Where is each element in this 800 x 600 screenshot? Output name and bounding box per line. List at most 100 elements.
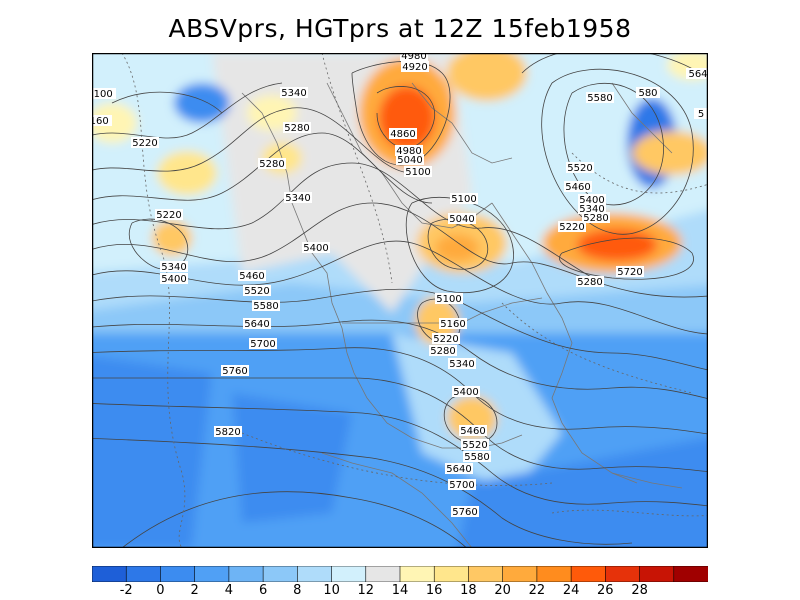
svg-text:5760: 5760 [452,507,477,518]
contour-label: 5 [694,108,708,120]
contour-label: 5460 [564,181,592,193]
colorbar-swatch [399,566,436,582]
svg-text:5220: 5220 [132,138,157,149]
colorbar-swatch [194,566,230,582]
contour-label: 4860 [389,128,417,140]
svg-text:5280: 5280 [583,213,608,224]
contour-label: 5820 [214,426,242,438]
colorbar-tick-label: 24 [562,583,580,598]
contour-label: 4980 [400,53,428,62]
contour-label: 5700 [448,479,476,491]
svg-text:5220: 5220 [433,334,458,345]
svg-text:5340: 5340 [449,359,474,370]
svg-text:5760: 5760 [222,366,247,377]
colorbar-tick-label: 14 [391,583,409,598]
colorbar-swatch [92,566,128,582]
svg-text:5100: 5100 [92,89,113,100]
svg-text:5460: 5460 [460,426,485,437]
contour-label: 5340 [280,87,308,99]
colorbar-tick-label: 28 [631,583,648,598]
contour-label: 5100 [404,166,432,178]
contour-label: 5280 [576,276,604,288]
contour-label: 4920 [401,61,429,73]
colorbar-tick-label: 20 [494,583,511,598]
svg-text:5340: 5340 [281,88,306,99]
svg-text:5160: 5160 [440,319,465,330]
contour-label: 5400 [452,386,480,398]
svg-text:5580: 5580 [587,93,612,104]
contour-label: 5100 [435,293,463,305]
contour-label: 5160 [439,318,467,330]
svg-text:5040: 5040 [397,155,422,166]
contour-labels: 4980 4920 4860 4980 5040 5100 5100 5160 … [92,53,708,518]
colorbar-tick-label: 16 [425,583,443,598]
contour-label: 5580 [252,300,280,312]
colorbar-tick-label: -2 [119,583,133,598]
svg-text:5700: 5700 [449,480,474,491]
contour-label: 5700 [249,338,277,350]
svg-text:4920: 4920 [402,62,427,73]
dotted-contours [121,53,708,548]
svg-text:5100: 5100 [451,194,476,205]
contour-label: 5520 [243,285,271,297]
colorbar-tick-label: 0 [156,583,165,598]
svg-text:5160: 5160 [92,116,109,127]
contour-label: 5100 [92,88,116,100]
colorbar-tick-label: 8 [293,583,302,598]
svg-text:4980: 4980 [401,53,426,62]
svg-text:5640: 5640 [244,319,269,330]
colorbar-tick-label: 2 [190,583,199,598]
svg-text:5220: 5220 [156,210,181,221]
contour-label: 5720 [616,266,644,278]
contour-label: 5160 [92,115,112,127]
contour-label: 5280 [258,158,286,170]
svg-text:5520: 5520 [244,286,269,297]
colorbar-swatch [228,566,264,582]
svg-text:5400: 5400 [453,387,478,398]
contour-label: 5580 [586,92,614,104]
colorbar-swatch [673,566,708,582]
contour-label: 5460 [238,270,266,282]
contour-label: 5280 [582,212,610,224]
colorbar-swatch [502,566,538,582]
contour-label: 5760 [451,506,479,518]
svg-text:5580: 5580 [253,301,278,312]
contour-label: 5400 [578,194,606,206]
colorbar-swatch [365,566,401,582]
svg-text:5820: 5820 [215,427,240,438]
svg-text:5040: 5040 [449,214,474,225]
colorbar-swatch [468,566,504,582]
contour-label: 5220 [432,333,460,345]
map-frame [92,53,708,548]
svg-text:5720: 5720 [617,267,642,278]
svg-text:5460: 5460 [565,182,590,193]
svg-text:564: 564 [688,69,707,80]
colorbar-tick-label: 22 [528,583,546,598]
height-contours [92,53,708,548]
svg-text:5400: 5400 [303,243,328,254]
contour-label: 5280 [283,122,311,134]
colorbar-swatch [433,566,470,582]
svg-text:5400: 5400 [579,195,604,206]
contour-label: 5340 [448,358,476,370]
colorbar-tick-label: 12 [357,583,375,598]
colorbar-swatch [605,566,641,582]
colorbar-swatch [331,566,367,582]
svg-text:4980: 4980 [396,146,421,157]
svg-text:5280: 5280 [259,159,284,170]
contour-label: 5100 [450,193,478,205]
svg-text:5220: 5220 [559,222,584,233]
svg-text:5400: 5400 [161,274,186,285]
contour-label: 5460 [459,425,487,437]
colorbar [92,566,708,582]
svg-text:5340: 5340 [161,262,186,273]
contour-label: 5280 [429,345,457,357]
contour-label: 5340 [284,192,312,204]
colorbar-tick-label: 10 [323,583,340,598]
svg-text:580: 580 [638,88,657,99]
svg-text:5100: 5100 [405,167,430,178]
colorbar-swatch [125,566,162,582]
svg-text:5520: 5520 [567,163,592,174]
colorbar-swatch [639,566,675,582]
svg-text:5580: 5580 [464,452,489,463]
